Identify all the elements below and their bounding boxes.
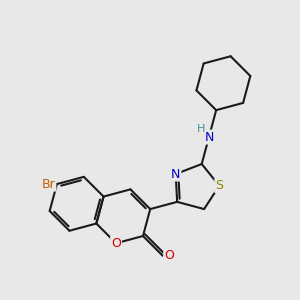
Text: O: O [164, 249, 174, 262]
Text: S: S [215, 179, 223, 192]
Text: Br: Br [42, 178, 56, 190]
Text: N: N [204, 130, 214, 144]
Text: H: H [197, 124, 206, 134]
Text: O: O [111, 237, 121, 250]
Text: N: N [171, 167, 180, 181]
